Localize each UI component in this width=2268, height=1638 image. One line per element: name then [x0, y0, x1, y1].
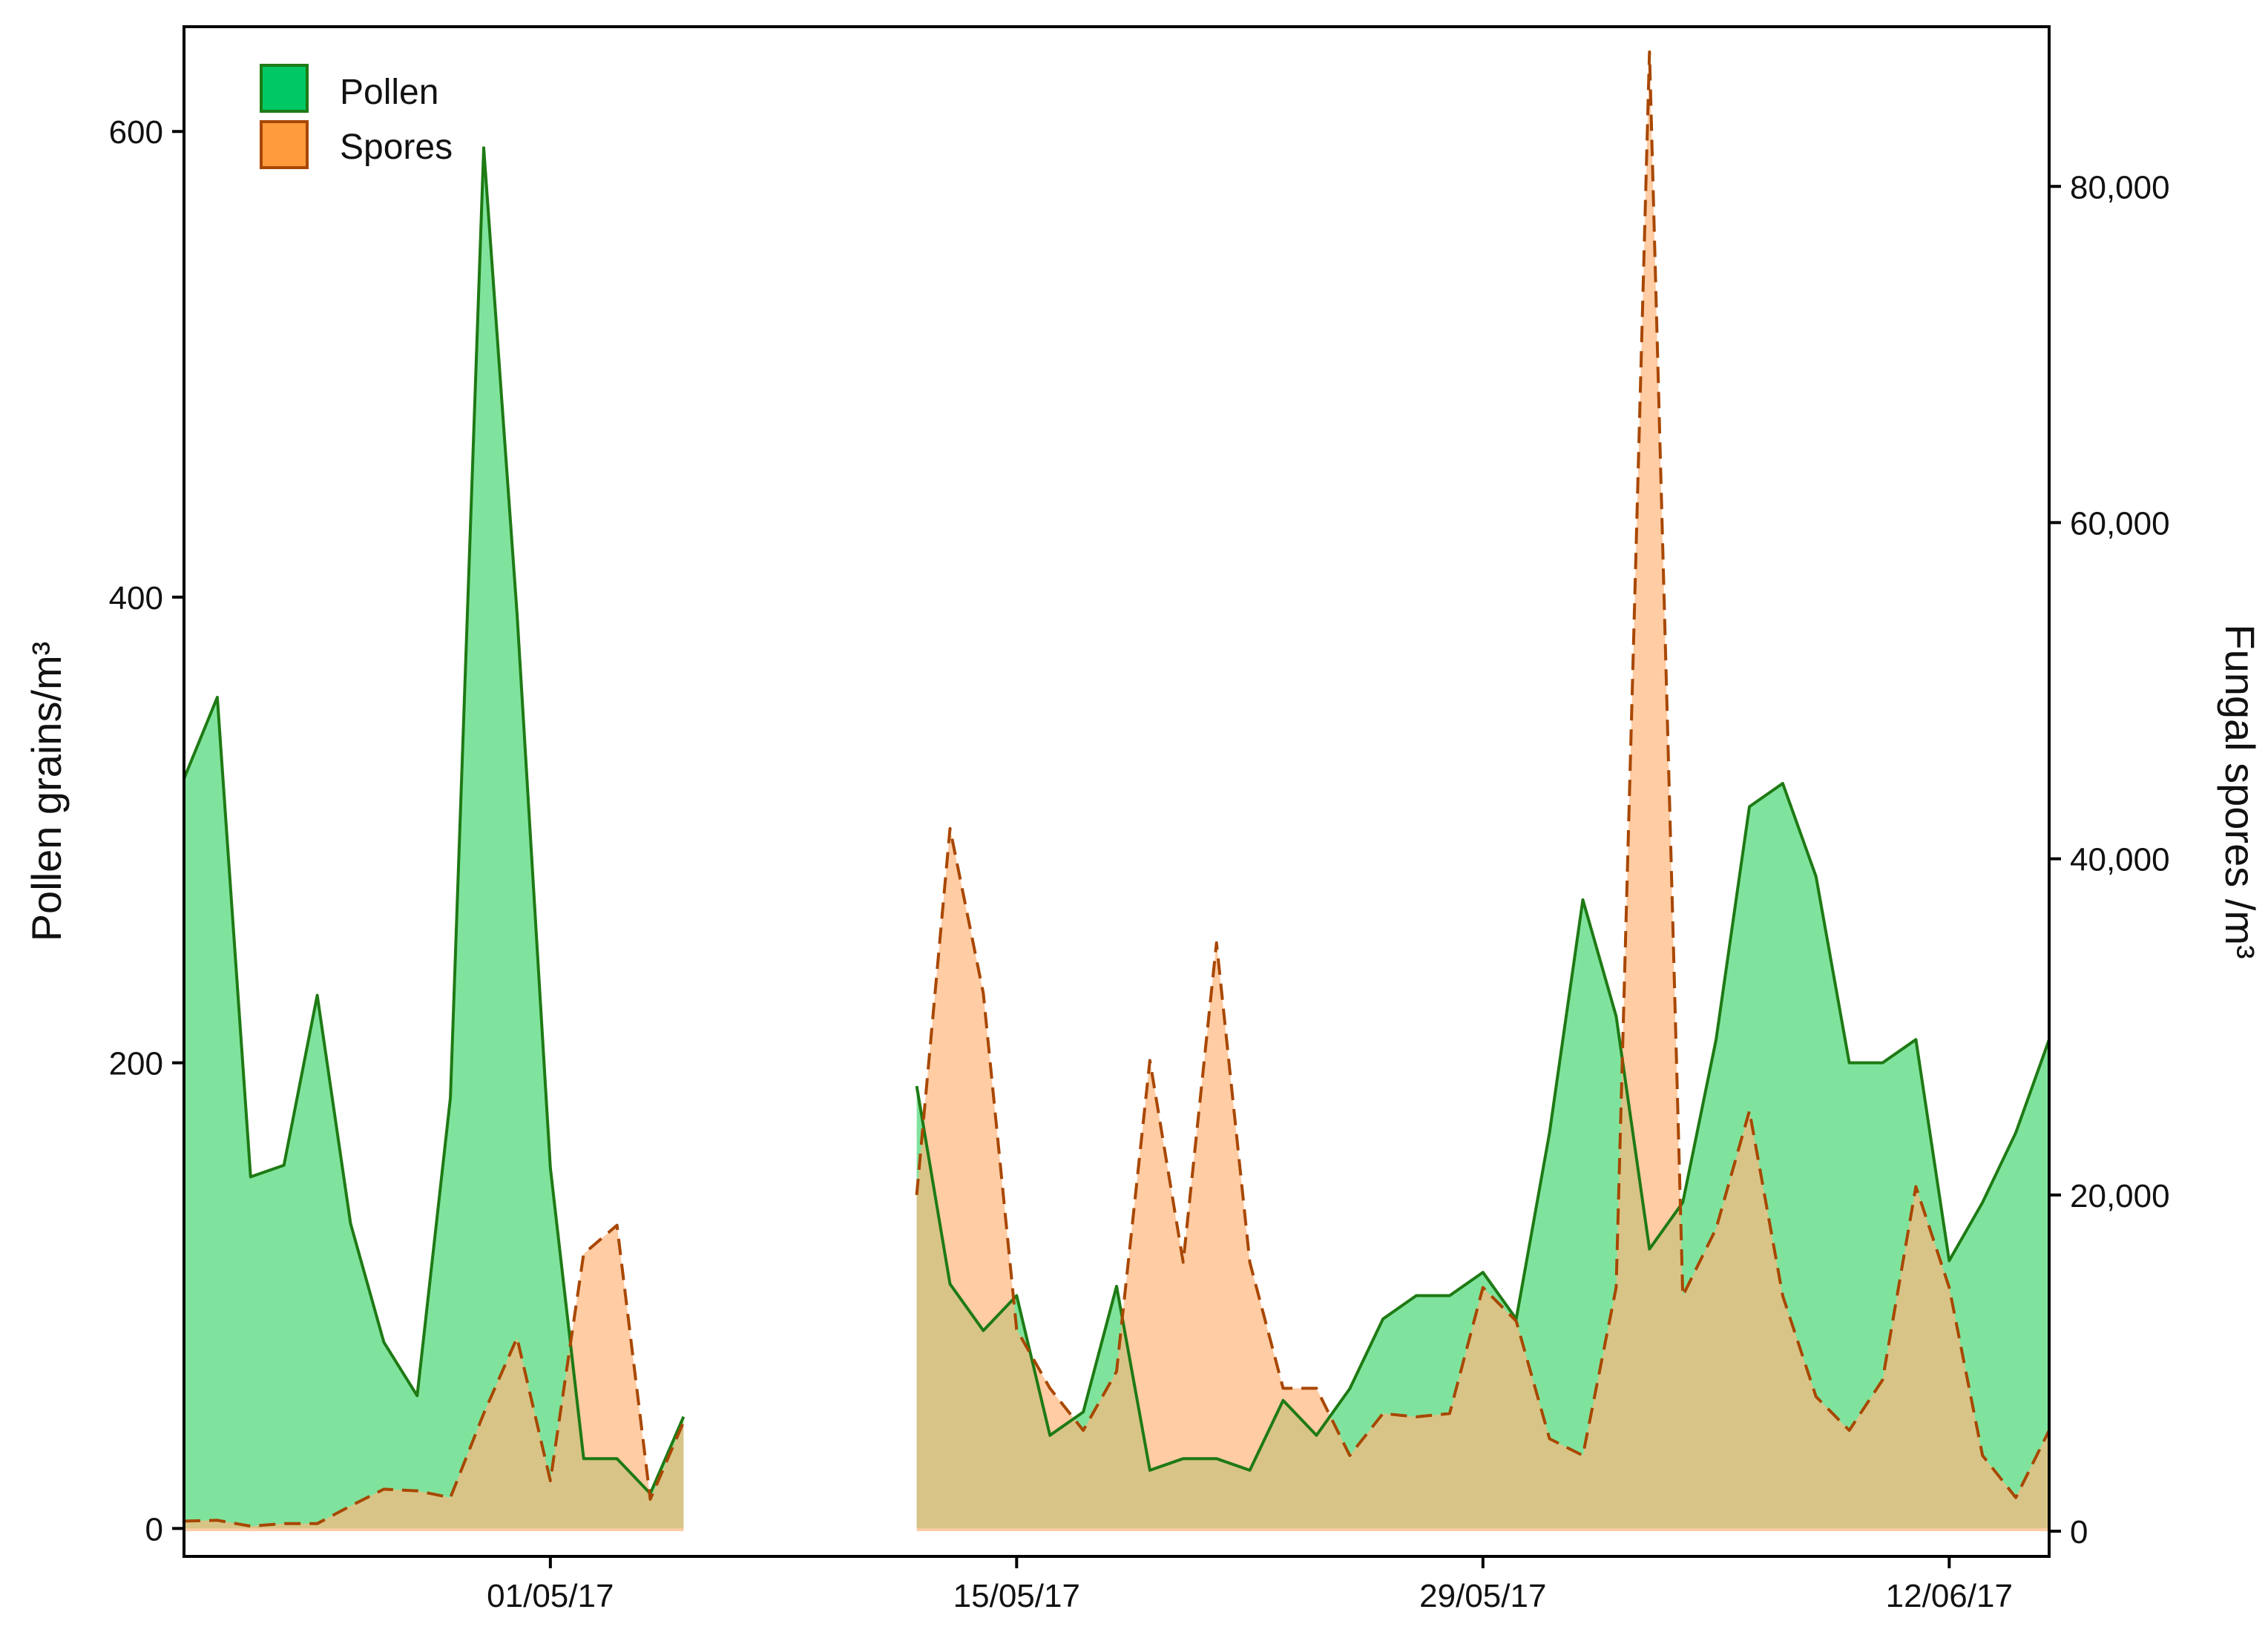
- legend-key-pollen: [260, 64, 309, 113]
- left-tick-label-400: 400: [109, 580, 163, 616]
- x-tick-label-2: 15/05/17: [953, 1578, 1080, 1614]
- x-tick-label-1: 01/05/17: [487, 1578, 614, 1614]
- x-axis: 01/05/17 15/05/17 29/05/17 12/06/17: [487, 1556, 2013, 1614]
- legend-label-spores: Spores: [340, 128, 453, 167]
- spores-line-group: [183, 50, 2051, 1528]
- right-tick-label-60000: 60,000: [2070, 505, 2170, 542]
- legend-label-pollen: Pollen: [340, 73, 438, 112]
- legend: Pollen Spores: [260, 64, 453, 169]
- left-tick-label-0: 0: [145, 1511, 163, 1547]
- spores-area-segment-2: [916, 52, 2049, 1531]
- spores-line-segment-1: [183, 1223, 686, 1528]
- x-tick-label-3: 29/05/17: [1419, 1578, 1546, 1614]
- right-tick-label-20000: 20,000: [2070, 1178, 2170, 1214]
- legend-key-spores: [260, 120, 309, 169]
- spores-area-group: [184, 52, 2049, 1531]
- right-axis: 0 20,000 40,000 60,000 80,000: [2049, 169, 2170, 1550]
- x-tick-label-4: 12/06/17: [1886, 1578, 2013, 1614]
- right-tick-label-40000: 40,000: [2070, 842, 2170, 878]
- right-axis-title: Fungal spores /m³: [2217, 624, 2264, 958]
- spores-area-segment-1: [184, 1225, 684, 1531]
- spores-line-segment-2: [915, 50, 2051, 1499]
- pollen-line-segment-1: [183, 146, 686, 1496]
- pollen-line-group: [183, 146, 2051, 1496]
- pollen-area-segment-1: [184, 148, 684, 1529]
- pollen-line-segment-2: [915, 782, 2051, 1472]
- right-tick-label-0: 0: [2070, 1514, 2088, 1550]
- left-axis-title: Pollen grains/m³: [23, 642, 70, 942]
- left-axis: 0 200 400 600: [109, 114, 184, 1547]
- left-tick-label-200: 200: [109, 1046, 163, 1082]
- right-tick-label-80000: 80,000: [2070, 169, 2170, 205]
- left-tick-label-600: 600: [109, 114, 163, 151]
- plot-frame: [183, 25, 2051, 1558]
